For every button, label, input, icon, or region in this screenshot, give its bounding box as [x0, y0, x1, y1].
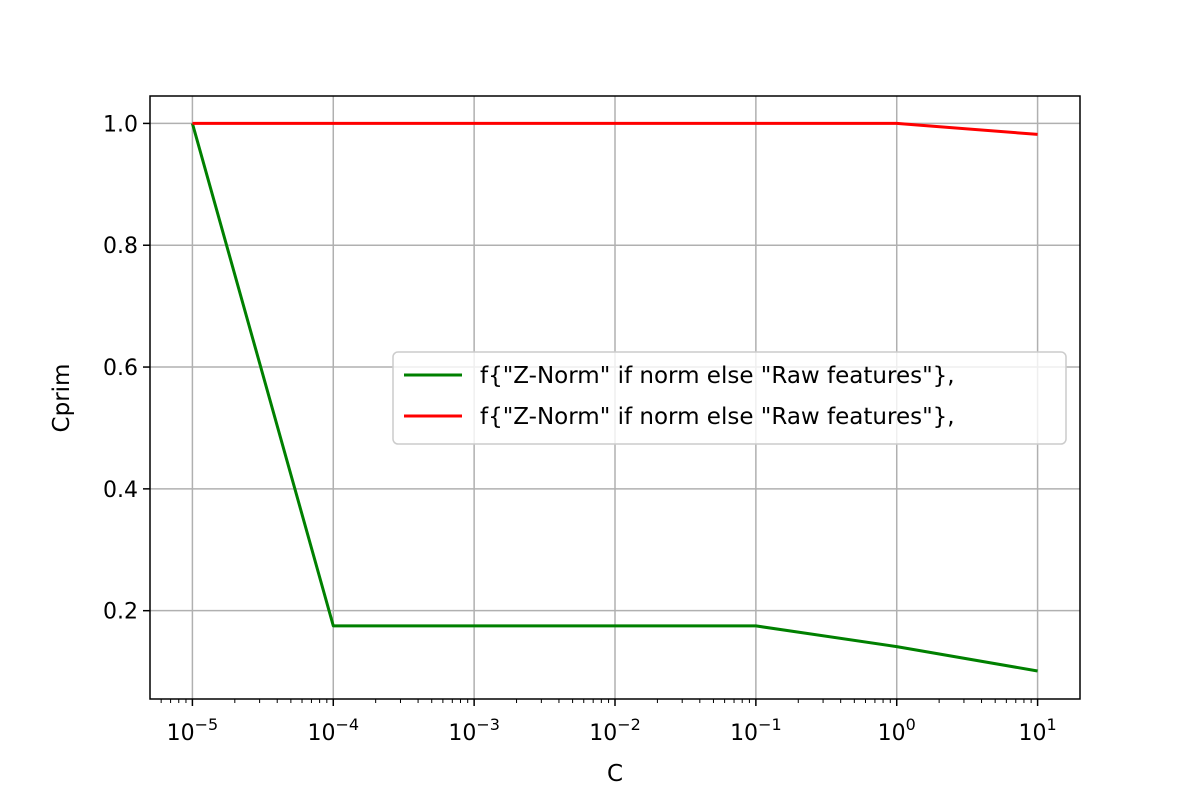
x-tick-exponent: −2 — [617, 715, 641, 734]
x-tick-label: 101 — [1019, 715, 1057, 746]
x-axis-label: C — [607, 761, 623, 787]
y-tick-label: 0.6 — [103, 356, 138, 381]
x-tick-exponent: 0 — [906, 715, 916, 734]
y-axis-ticks: 0.2 0.4 0.6 0.8 1.0 — [103, 112, 150, 625]
y-tick-label: 1.0 — [103, 112, 138, 137]
legend: f{"Z-Norm" if norm else "Raw features"},… — [392, 351, 1067, 445]
x-tick-base: 10 — [1019, 721, 1047, 746]
x-tick-exponent: −3 — [476, 715, 500, 734]
x-tick-base: 10 — [589, 721, 617, 746]
x-tick-label: 10−1 — [730, 715, 782, 746]
y-axis-label: Cprim — [49, 364, 75, 433]
x-tick-exponent: −4 — [335, 715, 359, 734]
x-tick-exponent: −5 — [195, 715, 219, 734]
y-tick-label: 0.8 — [103, 234, 138, 259]
x-tick-label: 10−3 — [448, 715, 500, 746]
legend-entry-1: f{"Z-Norm" if norm else "Raw features"}, — [480, 363, 955, 389]
x-tick-exponent: 1 — [1047, 715, 1057, 734]
x-tick-base: 10 — [878, 721, 906, 746]
y-tick-label: 0.4 — [103, 478, 138, 503]
x-tick-base: 10 — [167, 721, 195, 746]
x-tick-label: 100 — [878, 715, 916, 746]
x-tick-label: 10−2 — [589, 715, 641, 746]
x-tick-base: 10 — [307, 721, 335, 746]
x-tick-label: 10−5 — [167, 715, 219, 746]
x-axis-ticks: 10−5 10−4 10−3 10−2 10−1 100 101 — [167, 699, 1057, 746]
x-tick-exponent: −1 — [758, 715, 782, 734]
x-minor-ticks — [160, 699, 1032, 703]
x-tick-base: 10 — [448, 721, 476, 746]
legend-entry-2: f{"Z-Norm" if norm else "Raw features"}, — [480, 404, 955, 430]
x-tick-label: 10−4 — [307, 715, 359, 746]
x-tick-base: 10 — [730, 721, 758, 746]
series-lines — [190, 121, 1038, 673]
y-tick-label: 0.2 — [103, 600, 138, 625]
legend-box — [392, 351, 1067, 445]
